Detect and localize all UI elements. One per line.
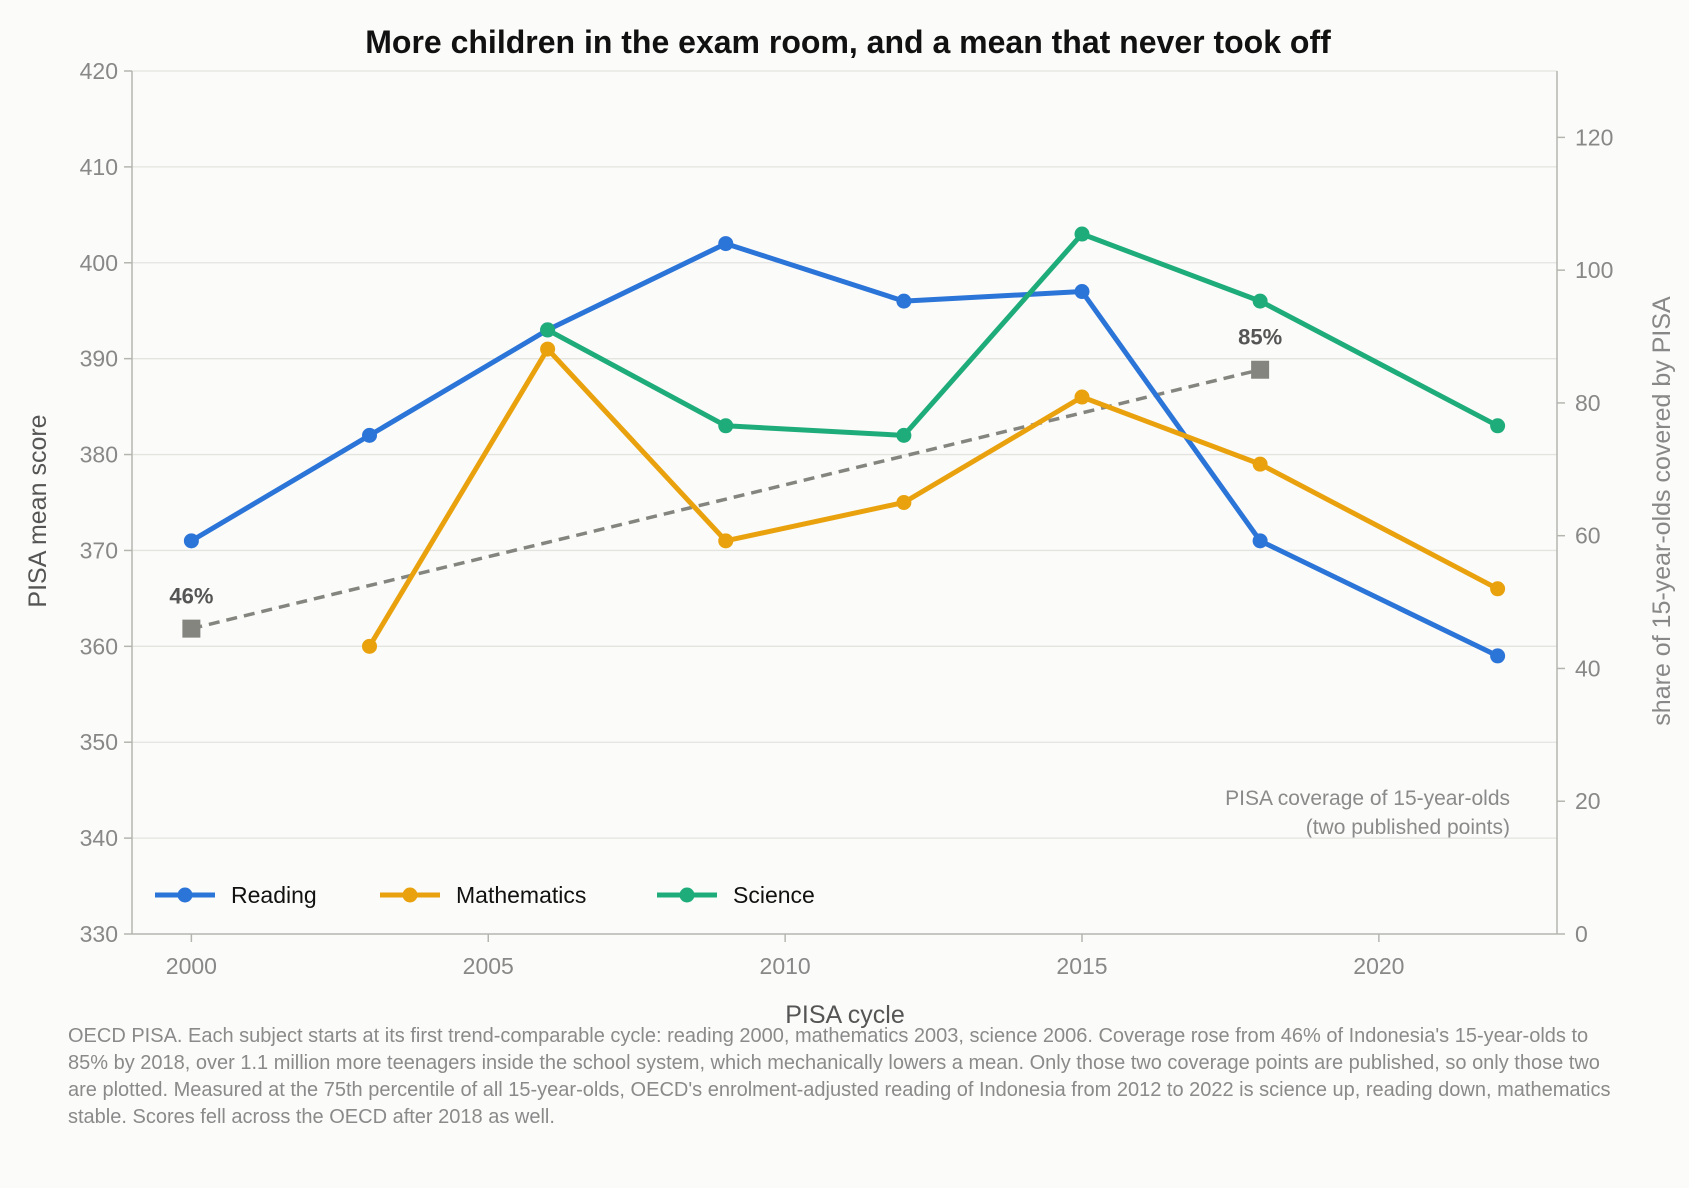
legend-swatch-marker	[679, 887, 695, 903]
data-point-reading	[1252, 533, 1268, 549]
series-science	[540, 226, 1506, 443]
y-tick-label: 380	[80, 442, 118, 468]
x-tick-label: 2010	[760, 953, 811, 979]
data-point-science	[896, 427, 912, 443]
source-footnote: OECD PISA. Each subject starts at its fi…	[68, 1025, 1611, 1128]
x-tick-label: 2000	[166, 953, 217, 979]
data-point-science	[1490, 418, 1506, 434]
y-tick-label: 350	[80, 729, 118, 755]
legend-swatch-marker	[402, 887, 418, 903]
coverage-label: 46%	[169, 584, 213, 609]
x-tick-label: 2020	[1353, 953, 1404, 979]
data-point-mathematics	[540, 341, 556, 357]
y-tick-label: 330	[80, 921, 118, 947]
data-point-reading	[1074, 284, 1090, 300]
legend-label: Reading	[231, 882, 317, 908]
legend-label: Science	[733, 882, 815, 908]
coverage-annotation-line2: (two published points)	[1306, 816, 1510, 839]
x-tick-label: 2005	[463, 953, 514, 979]
y2-tick-label: 100	[1575, 257, 1613, 283]
legend-swatch-marker	[177, 887, 193, 903]
series-line-science	[545, 231, 1501, 438]
data-point-mathematics	[362, 638, 377, 654]
data-point-reading	[896, 293, 912, 309]
legend-label: Mathematics	[456, 882, 586, 908]
data-point-mathematics	[1490, 581, 1506, 597]
data-point-science	[1074, 226, 1090, 242]
y-tick-label: 360	[80, 633, 118, 659]
data-point-science	[540, 322, 556, 338]
series-mathematics	[362, 341, 1506, 654]
data-point-reading	[362, 427, 377, 443]
y2-tick-label: 40	[1575, 655, 1601, 681]
data-point-mathematics	[718, 533, 734, 549]
y-tick-label: 390	[80, 346, 118, 372]
data-point-science	[1252, 293, 1268, 309]
y2-tick-label: 0	[1575, 921, 1588, 947]
y-axis-label: PISA mean score	[24, 414, 52, 607]
series-line-reading	[188, 241, 1501, 659]
y-tick-label: 370	[80, 537, 118, 563]
data-point-science	[718, 418, 734, 434]
data-point-reading	[183, 533, 199, 549]
y-tick-label: 420	[80, 58, 118, 84]
y-tick-label: 340	[80, 825, 118, 851]
chart-title: More children in the exam room, and a me…	[365, 24, 1331, 60]
y-tick-label: 410	[80, 154, 118, 180]
coverage-marker	[1251, 360, 1270, 379]
data-point-mathematics	[1252, 456, 1268, 472]
y2-tick-label: 20	[1575, 788, 1601, 814]
x-axis-label: PISA cycle	[785, 1001, 905, 1029]
coverage-annotation-line1: PISA coverage of 15-year-olds	[1225, 787, 1510, 810]
data-point-mathematics	[1074, 389, 1090, 405]
y2-tick-label: 80	[1575, 390, 1601, 416]
coverage-line	[190, 368, 1261, 631]
coverage-marker	[182, 619, 201, 638]
y-tick-label: 400	[80, 250, 118, 276]
y2-tick-label: 60	[1575, 523, 1601, 549]
data-point-reading	[1490, 648, 1506, 664]
data-point-mathematics	[896, 495, 912, 510]
series-reading	[183, 236, 1506, 664]
series-line-mathematics	[367, 346, 1501, 649]
data-point-reading	[718, 236, 734, 252]
coverage-label: 85%	[1238, 325, 1282, 350]
y2-axis-label: share of 15-year-olds covered by PISA	[1648, 296, 1676, 726]
y2-tick-label: 120	[1575, 124, 1613, 150]
x-tick-label: 2015	[1056, 953, 1107, 979]
